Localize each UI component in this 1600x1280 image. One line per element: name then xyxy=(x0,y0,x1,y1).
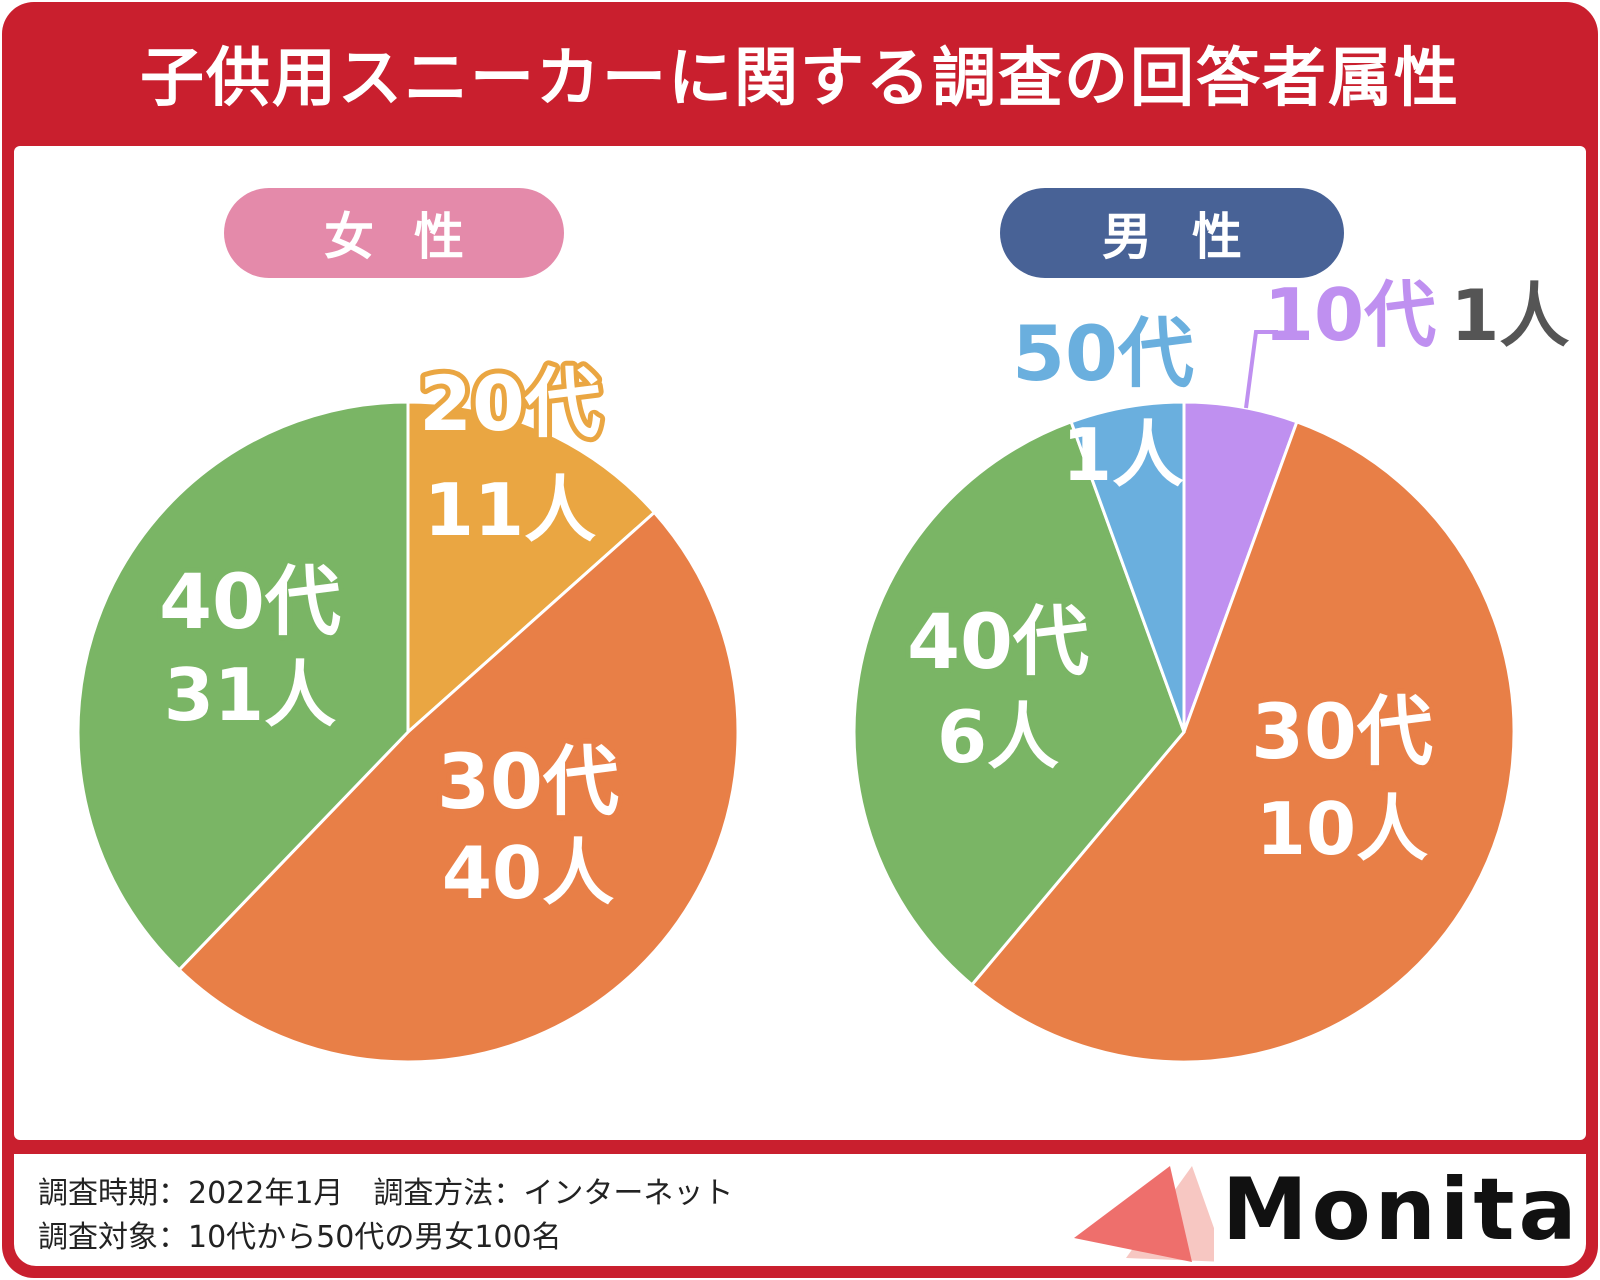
male-label-50代: 50代 xyxy=(1012,309,1194,398)
male-label-10代: 10代 xyxy=(1264,273,1436,357)
page-title: 子供用スニーカーに関する調査の回答者属性 xyxy=(140,42,1460,116)
female-slice-40代 xyxy=(76,400,410,972)
triangle-logo-icon xyxy=(1074,1166,1214,1262)
male-slice-50代 xyxy=(1069,400,1186,733)
female-slice-20代 xyxy=(406,400,657,736)
footer-survey-period-method: 調査時期：2022年1月 調査方法：インターネット xyxy=(38,1176,734,1211)
female-label-40代: 40代 xyxy=(159,557,341,646)
male-value-30代: 10人 xyxy=(1256,787,1428,871)
female-value-30代: 40人 xyxy=(442,831,614,915)
female-pill: 女性 xyxy=(224,188,564,278)
footer: 調査時期：2022年1月 調査方法：インターネット 調査対象：10代から50代の… xyxy=(14,1154,1586,1266)
female-value-20代: 11人 xyxy=(424,468,596,552)
male-value-10代: 1人 xyxy=(1451,275,1570,357)
male-value-40代: 6人 xyxy=(937,695,1059,779)
male-pill: 男性 xyxy=(1000,188,1344,278)
footer-survey-target: 調査対象：10代から50代の男女100名 xyxy=(38,1220,562,1255)
female-label-30代: 30代 xyxy=(437,737,619,826)
male-10s-leader-line xyxy=(1244,330,1278,409)
logo-text: Monita xyxy=(1222,1160,1581,1260)
female-label-20代: 20代 xyxy=(419,359,601,448)
female-slice-30代 xyxy=(177,510,740,1064)
male-label-30代: 30代 xyxy=(1251,687,1433,776)
male-label-40代: 40代 xyxy=(907,597,1089,686)
male-slice-40代 xyxy=(852,419,1186,987)
male-value-50代: 1人 xyxy=(1062,413,1184,497)
male-slice-30代 xyxy=(969,419,1516,1064)
female-value-40代: 31人 xyxy=(164,653,336,737)
